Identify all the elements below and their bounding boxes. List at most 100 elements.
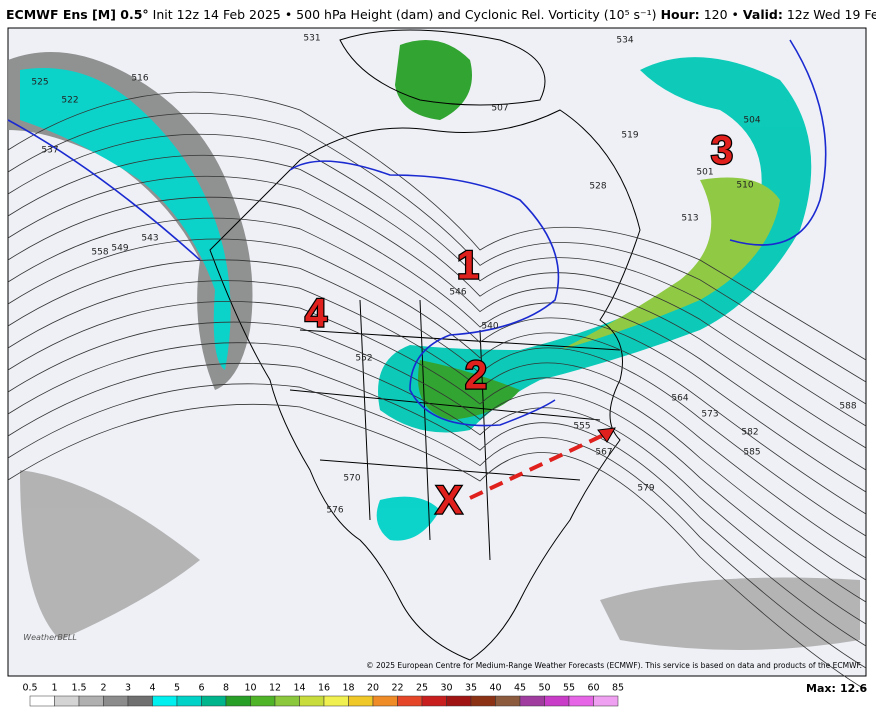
colorbar-swatch	[593, 695, 619, 707]
title-part: Init 12z 14 Feb 2025 • 500 hPa Height (d…	[153, 7, 657, 22]
title-part: ECMWF Ens [M] 0.5°	[6, 7, 149, 22]
blue-contour	[289, 160, 560, 427]
contour	[7, 259, 867, 537]
colorbar-tick: 45	[514, 683, 526, 694]
contour-label: 543	[141, 234, 158, 244]
contour-label: 585	[743, 448, 760, 458]
contour	[7, 91, 867, 361]
contour-label: 555	[573, 422, 590, 432]
colorbar-swatch	[78, 695, 104, 707]
height-contours	[7, 91, 867, 691]
contour-label: 528	[589, 182, 606, 192]
contour-label: 525	[31, 78, 48, 88]
colorbar-swatch	[103, 695, 129, 707]
copyright: © 2025 European Centre for Medium-Range …	[366, 661, 862, 670]
colorbar-tick: 12	[269, 683, 281, 694]
colorbar-swatch	[372, 695, 398, 707]
colorbar-tick: 0.5	[22, 683, 37, 694]
colorbar-swatch	[250, 695, 276, 707]
contour-label: 522	[61, 96, 78, 106]
annotation: 3	[711, 129, 733, 173]
colorbar-tick: 25	[416, 683, 428, 694]
contour	[7, 383, 867, 669]
colorbar-swatch	[421, 695, 447, 707]
contour-label: 510	[736, 181, 753, 191]
contour-label: 573	[701, 410, 718, 420]
colorbar-swatch	[446, 695, 472, 707]
blue-contour	[7, 39, 827, 261]
annotation: 2	[465, 354, 487, 398]
contour-label: 537	[41, 146, 58, 156]
colorbar-tick: 50	[538, 683, 550, 694]
contour-label: 570	[343, 474, 360, 484]
contour-label: 588	[839, 402, 856, 412]
contour-label: 540	[481, 322, 498, 332]
colorbar-swatch	[152, 695, 178, 707]
logo: WeatherBELL	[23, 633, 77, 642]
max-value: 12.6	[840, 682, 867, 695]
contour	[7, 280, 867, 559]
contour-label: 519	[621, 131, 638, 141]
title-part: 12z Wed 19 Feb 2025	[787, 7, 876, 22]
colorbar-tick: 18	[342, 683, 354, 694]
arrow-head	[597, 427, 616, 443]
colorbar-tick: 85	[612, 683, 624, 694]
colorbar-swatch	[348, 695, 374, 707]
colorbar-tick: 5	[174, 683, 180, 694]
title-part: Hour:	[661, 7, 700, 22]
contour	[7, 196, 867, 471]
contour-label: 504	[743, 116, 760, 126]
contour-label: 567	[595, 448, 612, 458]
header-title: ECMWF Ens [M] 0.5° Init 12z 14 Feb 2025 •…	[6, 7, 876, 22]
colorbar-swatch	[176, 695, 202, 707]
contour-label: 549	[111, 244, 128, 254]
colorbar-swatch	[495, 695, 521, 707]
contour	[7, 133, 867, 405]
colorbar-swatch	[470, 695, 496, 707]
colorbar-swatch	[274, 695, 300, 707]
contour-label: 501	[696, 168, 713, 178]
colorbar-swatch	[201, 695, 227, 707]
contour	[7, 112, 867, 383]
max-label: Max:	[806, 682, 836, 695]
contour-label: 546	[449, 288, 466, 298]
contour	[7, 238, 867, 515]
colorbar-tick: 20	[367, 683, 379, 694]
contour-label: 576	[326, 506, 343, 516]
colorbar-tick: 3	[125, 683, 131, 694]
colorbar-tick: 4	[149, 683, 155, 694]
contour	[7, 403, 867, 691]
annotation: 4	[305, 292, 328, 336]
track-arrow	[469, 430, 611, 500]
colorbar-tick: 14	[293, 683, 305, 694]
colorbar-tick: 40	[489, 683, 501, 694]
colorbar-tick: 2	[100, 683, 106, 694]
colorbar-tick: 6	[198, 683, 204, 694]
contour-label: 579	[637, 484, 654, 494]
colorbar-swatch	[225, 695, 251, 707]
colorbar-swatch	[519, 695, 545, 707]
contour-label: 582	[741, 428, 758, 438]
annotation: X	[436, 479, 463, 523]
colorbar-tick: 1	[51, 683, 57, 694]
colorbar-tick: 22	[391, 683, 403, 694]
contour	[7, 342, 867, 625]
colorbar-swatch	[323, 695, 349, 707]
contour-label: 531	[303, 34, 320, 44]
contour	[7, 217, 867, 493]
contour-label: 513	[681, 214, 698, 224]
contour-label: 564	[671, 394, 688, 404]
contour	[7, 362, 867, 647]
contour	[7, 154, 867, 427]
colorbar-swatch	[299, 695, 325, 707]
contour-label: 552	[355, 354, 372, 364]
colorbar-swatch	[568, 695, 594, 707]
colorbar-swatch	[54, 695, 80, 707]
colorbar-swatch	[544, 695, 570, 707]
colorbar-tick: 1.5	[71, 683, 86, 694]
colorbar-tick: 8	[223, 683, 229, 694]
annotation: 1	[457, 244, 479, 288]
contour-label: 534	[616, 36, 633, 46]
colorbar-tick: 30	[440, 683, 452, 694]
